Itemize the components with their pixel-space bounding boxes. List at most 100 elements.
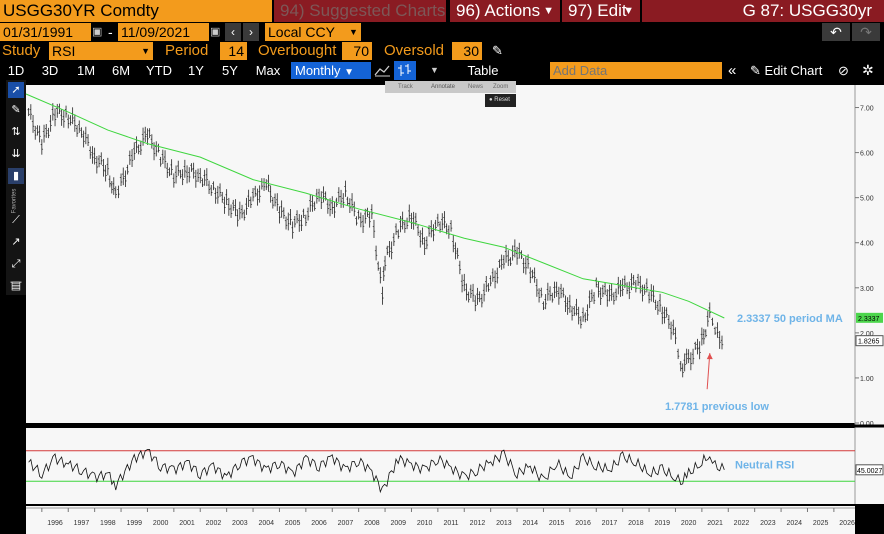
end-date-field[interactable]: 11/09/2021 bbox=[118, 23, 209, 41]
edit-label: 97) Edit bbox=[568, 1, 627, 20]
fib-tool-icon[interactable]: ⇅ bbox=[11, 126, 21, 138]
ma-value-tag bbox=[856, 312, 883, 323]
year-tick-label: 1996 bbox=[47, 520, 63, 527]
range-ytd-button[interactable]: YTD bbox=[146, 63, 172, 78]
year-tick-label: 2014 bbox=[522, 520, 538, 527]
chart-svg[interactable]: 7.006.005.004.003.002.001.000.002.33371.… bbox=[0, 80, 884, 534]
overbought-label: Overbought bbox=[258, 42, 337, 59]
range-1y-button[interactable]: 1Y bbox=[188, 63, 204, 78]
year-tick-label: 2005 bbox=[285, 520, 301, 527]
bar-chart-type-icon[interactable] bbox=[394, 61, 416, 80]
overbought-value: 70 bbox=[353, 43, 369, 59]
edit-chart-button[interactable]: ✎ Edit Chart bbox=[750, 62, 832, 79]
settings-gear-icon[interactable]: ✲ bbox=[862, 62, 874, 78]
ma-annotation: 2.3337 50 period MA bbox=[737, 313, 843, 325]
hline-tool-icon[interactable]: — bbox=[10, 276, 22, 288]
price-pane-background bbox=[26, 85, 855, 423]
right-axis-background bbox=[855, 85, 884, 504]
line-chart-type-icon[interactable] bbox=[372, 62, 392, 79]
range-5y-button[interactable]: 5Y bbox=[222, 63, 238, 78]
collapse-panel-icon[interactable]: « bbox=[728, 62, 737, 79]
price-tick-label: 5.00 bbox=[860, 196, 874, 203]
annotate-icon[interactable]: ⊘ bbox=[838, 63, 849, 78]
start-date-field[interactable]: 01/31/1991 bbox=[0, 23, 91, 41]
pen-tool-icon[interactable]: ✎ bbox=[11, 104, 21, 116]
rsi-annotation: Neutral RSI bbox=[735, 459, 794, 471]
range-1m-button[interactable]: 1M bbox=[76, 63, 96, 78]
extend-tool-icon[interactable]: ⤢ bbox=[11, 258, 21, 270]
suggested-charts-button[interactable]: 94) Suggested Charts bbox=[274, 0, 446, 22]
oversold-label: Oversold bbox=[384, 42, 445, 59]
year-tick-label: 2025 bbox=[813, 520, 829, 527]
year-tick-label: 2011 bbox=[444, 520, 459, 527]
year-tick-label: 2017 bbox=[602, 520, 618, 527]
redo-button[interactable]: ↷ bbox=[852, 23, 880, 41]
range-max-button[interactable]: Max bbox=[255, 63, 281, 78]
currency-value: Local CCY bbox=[268, 24, 335, 40]
zoom-button[interactable]: Zoom bbox=[493, 84, 509, 90]
pencil-icon[interactable]: ✎ bbox=[492, 43, 503, 58]
undo-button[interactable]: ↶ bbox=[822, 23, 850, 41]
year-tick-label: 2000 bbox=[153, 520, 169, 527]
study-label: Study bbox=[2, 42, 41, 59]
currency-dropdown-icon[interactable]: ▼ bbox=[349, 27, 358, 37]
year-tick-label: 2019 bbox=[654, 520, 670, 527]
favorites-tool-icon[interactable]: ▮ bbox=[8, 168, 24, 184]
year-tick-label: 2013 bbox=[496, 520, 512, 527]
period-field[interactable]: 14 bbox=[220, 42, 247, 60]
range-6m-button[interactable]: 6M bbox=[111, 63, 131, 78]
study-value: RSI bbox=[52, 43, 76, 59]
year-tick-label: 2004 bbox=[258, 520, 274, 527]
actions-dropdown-icon: ▼ bbox=[543, 5, 554, 17]
oversold-field[interactable]: 30 bbox=[452, 42, 482, 60]
ruler-tool-icon[interactable]: ▤ bbox=[10, 280, 22, 292]
start-date-calendar-icon[interactable]: ▣ bbox=[92, 26, 103, 38]
ticker-field[interactable]: USGG30YR Comdty bbox=[0, 0, 272, 22]
prev-period-button[interactable]: ‹ bbox=[225, 23, 241, 41]
moving-average-line bbox=[25, 93, 725, 319]
year-tick-label: 2002 bbox=[206, 520, 222, 527]
currency-select[interactable]: Local CCY bbox=[265, 23, 361, 41]
year-tick-label: 2016 bbox=[575, 520, 591, 527]
rsi-pane-background bbox=[26, 428, 855, 504]
study-select[interactable]: RSI ▼ bbox=[49, 42, 153, 60]
chart-type-dropdown-icon[interactable]: ▼ bbox=[430, 65, 439, 75]
year-tick-label: 2023 bbox=[760, 520, 776, 527]
overbought-field[interactable]: 70 bbox=[342, 42, 372, 60]
annotate-mini-button[interactable]: Annotate bbox=[431, 84, 456, 90]
trendline-tool-icon[interactable]: ⟋ bbox=[12, 214, 20, 226]
next-period-button[interactable]: › bbox=[243, 23, 259, 41]
drawing-tools-sidebar: ➚ ✎ ⇅ ⇊ ▮ Favorites ⟋ ↗ ⤢ — bbox=[6, 80, 26, 295]
last-price-tag bbox=[855, 335, 884, 347]
start-date-value: 01/31/1991 bbox=[3, 24, 74, 40]
table-button[interactable]: Table bbox=[467, 63, 499, 78]
frequency-value: Monthly bbox=[295, 63, 341, 78]
reset-zoom-button[interactable]: ● Reset bbox=[485, 94, 516, 107]
cursor-tool-icon[interactable]: ➚ bbox=[8, 82, 24, 98]
end-date-value: 11/09/2021 bbox=[121, 24, 191, 40]
year-tick-label: 2007 bbox=[338, 520, 354, 527]
ray-tool-icon[interactable]: ↗ bbox=[11, 236, 21, 248]
level-tool-icon[interactable]: ⇊ bbox=[11, 148, 21, 160]
window-title: G 87: USGG30yr bbox=[642, 0, 884, 22]
year-tick-label: 2003 bbox=[232, 520, 248, 527]
track-button[interactable]: Track bbox=[398, 84, 413, 90]
year-tick-label: 2012 bbox=[470, 520, 486, 527]
price-tick-label: 4.00 bbox=[860, 241, 874, 248]
frequency-select[interactable]: Monthly ▼ bbox=[291, 62, 371, 79]
price-tick-label: 6.00 bbox=[860, 151, 874, 158]
year-tick-label: 2010 bbox=[417, 520, 433, 527]
edit-menu[interactable]: 97) Edit ▼ bbox=[562, 0, 640, 22]
mini-toolbar: Track Annotate News Zoom bbox=[385, 81, 516, 93]
year-tick-label: 2009 bbox=[390, 520, 406, 527]
x-axis-background bbox=[26, 506, 855, 534]
actions-menu[interactable]: 96) Actions ▼ bbox=[450, 0, 560, 22]
actions-label: 96) Actions bbox=[456, 1, 541, 20]
range-1d-button[interactable]: 1D bbox=[7, 63, 25, 78]
news-button[interactable]: News bbox=[468, 84, 484, 90]
end-date-calendar-icon[interactable]: ▣ bbox=[210, 26, 221, 38]
window-title-text: G 87: USGG30yr bbox=[742, 1, 872, 20]
range-3d-button[interactable]: 3D bbox=[41, 63, 59, 78]
add-data-input[interactable] bbox=[550, 62, 722, 79]
previous-low-arrow-head bbox=[706, 353, 713, 360]
